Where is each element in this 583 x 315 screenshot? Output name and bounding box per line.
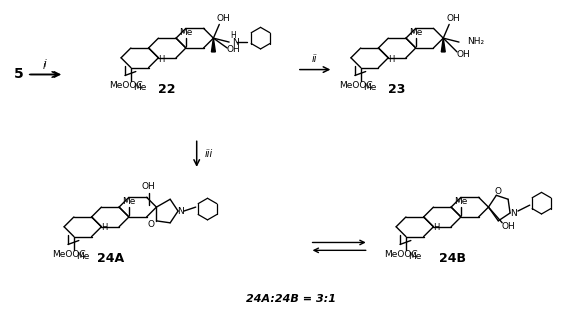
Text: H: H	[101, 223, 107, 232]
Text: i: i	[43, 61, 46, 71]
Text: MeOOC: MeOOC	[52, 250, 86, 259]
Text: O: O	[495, 187, 502, 196]
Text: MeOOC: MeOOC	[384, 250, 418, 259]
Text: 5: 5	[14, 67, 24, 82]
Text: i: i	[44, 59, 47, 69]
Text: OH: OH	[216, 14, 230, 23]
Text: MeOOC: MeOOC	[339, 81, 373, 90]
Text: Me: Me	[133, 83, 146, 92]
Text: H: H	[158, 55, 164, 64]
Text: iii: iii	[205, 149, 213, 159]
Text: Me: Me	[454, 197, 468, 206]
Text: Me: Me	[409, 28, 423, 37]
Text: H: H	[433, 223, 440, 232]
Text: Me: Me	[76, 252, 89, 261]
Text: Me: Me	[122, 197, 136, 206]
Text: Me: Me	[363, 83, 376, 92]
Text: 22: 22	[159, 83, 176, 96]
Text: H: H	[388, 55, 394, 64]
Polygon shape	[441, 38, 445, 52]
Text: Me: Me	[408, 252, 422, 261]
Text: N: N	[231, 37, 238, 47]
Text: OH: OH	[142, 182, 156, 191]
Text: 24B: 24B	[438, 252, 466, 265]
Polygon shape	[212, 38, 215, 52]
Text: ii: ii	[312, 54, 317, 64]
Text: 24A: 24A	[97, 252, 124, 265]
Text: MeOOC: MeOOC	[109, 81, 143, 90]
Text: OH: OH	[501, 222, 515, 231]
Text: 24A:24B = 3:1: 24A:24B = 3:1	[246, 295, 336, 305]
Text: OH: OH	[456, 50, 470, 59]
Text: O: O	[147, 220, 154, 229]
Text: OH: OH	[226, 45, 240, 54]
Text: Me: Me	[179, 28, 192, 37]
Text: OH: OH	[446, 14, 460, 23]
Text: N: N	[177, 207, 184, 215]
Text: NH₂: NH₂	[467, 37, 484, 46]
Text: H: H	[230, 31, 236, 40]
Text: 23: 23	[388, 83, 406, 96]
Text: N: N	[510, 209, 517, 217]
